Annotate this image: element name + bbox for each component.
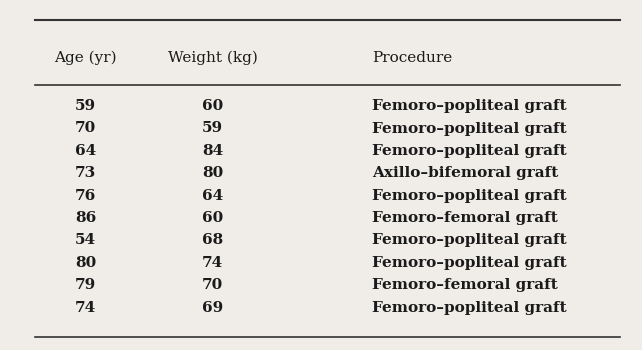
- Text: 70: 70: [202, 278, 223, 292]
- Text: 80: 80: [202, 166, 223, 180]
- Text: 69: 69: [202, 301, 223, 315]
- Text: 59: 59: [75, 99, 96, 113]
- Text: Age (yr): Age (yr): [54, 51, 117, 65]
- Text: 70: 70: [75, 121, 96, 135]
- Text: Femoro–popliteal graft: Femoro–popliteal graft: [372, 144, 566, 158]
- Text: 59: 59: [202, 121, 223, 135]
- Text: Femoro–femoral graft: Femoro–femoral graft: [372, 211, 558, 225]
- Text: 74: 74: [75, 301, 96, 315]
- Text: 64: 64: [75, 144, 96, 158]
- Text: 74: 74: [202, 256, 223, 270]
- Text: Femoro–popliteal graft: Femoro–popliteal graft: [372, 189, 566, 203]
- Text: 80: 80: [75, 256, 96, 270]
- Text: 76: 76: [75, 189, 96, 203]
- Text: 68: 68: [202, 233, 223, 247]
- Text: 84: 84: [202, 144, 223, 158]
- Text: Weight (kg): Weight (kg): [168, 51, 257, 65]
- Text: 54: 54: [75, 233, 96, 247]
- Text: 86: 86: [75, 211, 96, 225]
- Text: 60: 60: [202, 99, 223, 113]
- Text: Femoro–popliteal graft: Femoro–popliteal graft: [372, 233, 566, 247]
- Text: Femoro–popliteal graft: Femoro–popliteal graft: [372, 99, 566, 113]
- Text: Axillo–bifemoral graft: Axillo–bifemoral graft: [372, 166, 558, 180]
- Text: Femoro–popliteal graft: Femoro–popliteal graft: [372, 301, 566, 315]
- Text: Femoro–femoral graft: Femoro–femoral graft: [372, 278, 558, 292]
- Text: Femoro–popliteal graft: Femoro–popliteal graft: [372, 256, 566, 270]
- Text: 73: 73: [75, 166, 96, 180]
- Text: 79: 79: [75, 278, 96, 292]
- Text: Femoro–popliteal graft: Femoro–popliteal graft: [372, 121, 566, 135]
- Text: 64: 64: [202, 189, 223, 203]
- Text: 60: 60: [202, 211, 223, 225]
- Text: Procedure: Procedure: [372, 51, 452, 65]
